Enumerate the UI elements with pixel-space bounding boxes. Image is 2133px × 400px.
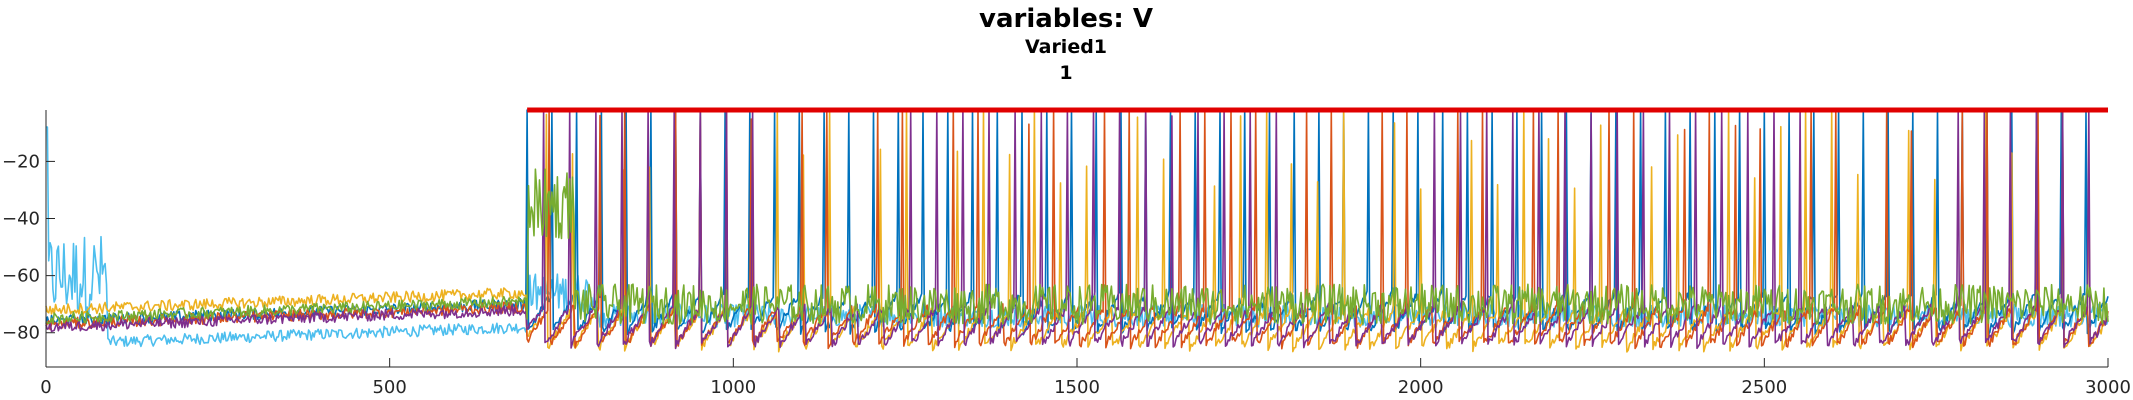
x-tick-label: 1000: [710, 377, 756, 398]
y-tick-label: −20: [2, 151, 40, 172]
x-tick-label: 500: [372, 377, 406, 398]
series-line-3: [45, 109, 2109, 353]
chart-subtitle: Varied1: [1025, 36, 1107, 58]
y-tick-label: −80: [2, 323, 40, 344]
x-tick-label: 2000: [1398, 377, 1444, 398]
x-tick-label: 2500: [1741, 377, 1787, 398]
chart-titles: variables: V Varied1 1: [979, 4, 1153, 84]
series-line-4: [45, 109, 2109, 350]
x-tick-label: 0: [40, 377, 51, 398]
chart-subtitle-2: 1: [1059, 62, 1072, 84]
y-tick-label: −60: [2, 266, 40, 287]
x-tick-label: 1500: [1054, 377, 1100, 398]
series-line-5: [45, 168, 2109, 326]
y-tick-label: −40: [2, 209, 40, 230]
x-tick-label: 3000: [2085, 377, 2131, 398]
chart-title: variables: V: [979, 4, 1153, 34]
series-layer: [45, 107, 2109, 353]
axes: 0 500 1000 1500 2000 2500 3000 −20 −40 −60 −80: [2, 110, 2131, 398]
